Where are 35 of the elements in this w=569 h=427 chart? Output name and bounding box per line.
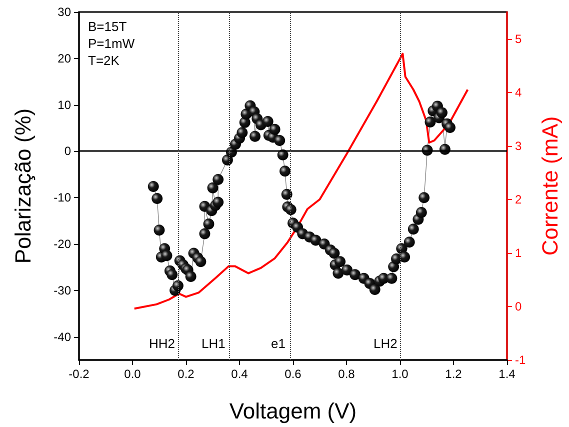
- y2-tick-label: 4: [515, 85, 522, 100]
- ref-line-label: LH1: [201, 336, 226, 351]
- y2-tick-label: 0: [515, 299, 522, 314]
- x-tick-label: 0.4: [231, 367, 248, 381]
- y-tick-label: -10: [54, 190, 72, 205]
- y-tick-label: 0: [64, 144, 72, 158]
- ref-line-label: HH2: [149, 336, 176, 351]
- y2-tick-label: 5: [515, 32, 522, 46]
- y-tick-label: 20: [58, 51, 72, 66]
- line-series: [133, 52, 469, 310]
- annotation: P=1mW: [88, 36, 136, 51]
- x-tick-label: 1.0: [392, 367, 409, 381]
- y-tick-label: -30: [54, 283, 72, 298]
- ref-line-label: e1: [271, 336, 286, 351]
- annotation: B=15T: [88, 19, 127, 34]
- y2-tick-label: -1: [515, 353, 526, 367]
- x-tick-label: 0.2: [178, 367, 195, 381]
- y2-tick-label: 3: [515, 138, 522, 153]
- x-tick-label: 0.0: [124, 367, 142, 381]
- x-tick-label: -0.2: [68, 367, 90, 381]
- y2-axis-title: Corrente (mA): [538, 116, 562, 256]
- y-tick-label: 10: [58, 98, 72, 112]
- x-tick-label: 1.4: [498, 367, 516, 381]
- annotation: T=2K: [88, 53, 120, 68]
- x-tick-label: 1.2: [445, 367, 462, 381]
- y-tick-label: 30: [58, 5, 72, 19]
- y-tick-label: -40: [54, 330, 72, 344]
- y-tick-label: -20: [54, 237, 72, 251]
- y-axis-title: Polarização (%): [10, 108, 36, 264]
- x-axis-title: Voltagem (V): [229, 398, 357, 424]
- y2-tick-label: 1: [515, 246, 522, 260]
- y2-tick-label: 2: [515, 192, 522, 206]
- ref-line-label: LH2: [373, 336, 398, 351]
- x-tick-label: 0.6: [284, 367, 302, 381]
- x-tick-label: 0.8: [338, 367, 356, 381]
